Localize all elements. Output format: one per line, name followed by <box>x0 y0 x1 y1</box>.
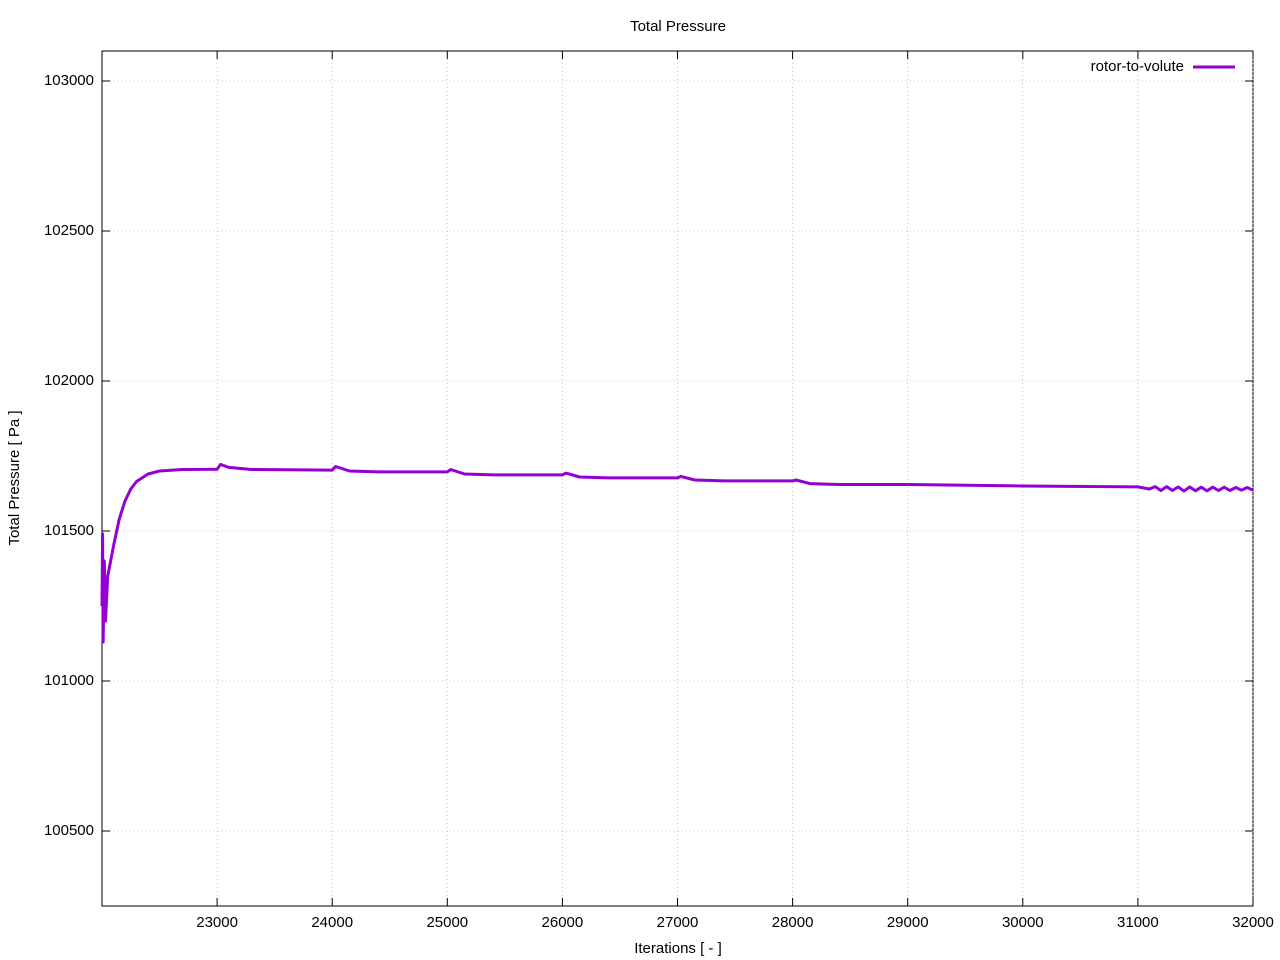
x-tick-label: 26000 <box>542 914 584 931</box>
x-tick-label: 27000 <box>657 914 699 931</box>
x-axis-label: Iterations [ - ] <box>634 940 722 957</box>
x-tick-label: 28000 <box>772 914 814 931</box>
x-tick-label: 31000 <box>1117 914 1159 931</box>
y-tick-label: 102500 <box>44 222 94 239</box>
x-tick-label: 29000 <box>887 914 929 931</box>
y-tick-label: 101500 <box>44 522 94 539</box>
legend-label: rotor-to-volute <box>1091 58 1184 75</box>
y-axis-label: Total Pressure [ Pa ] <box>6 410 23 545</box>
y-tick-label: 100500 <box>44 822 94 839</box>
y-tick-label: 103000 <box>44 72 94 89</box>
y-tick-label: 102000 <box>44 372 94 389</box>
chart-title: Total Pressure <box>630 18 726 35</box>
x-tick-label: 32000 <box>1232 914 1274 931</box>
series-line <box>100 462 1254 644</box>
y-tick-label: 101000 <box>44 672 94 689</box>
x-tick-label: 24000 <box>311 914 353 931</box>
x-tick-label: 30000 <box>1002 914 1044 931</box>
x-tick-label: 25000 <box>426 914 468 931</box>
x-tick-label: 23000 <box>196 914 238 931</box>
